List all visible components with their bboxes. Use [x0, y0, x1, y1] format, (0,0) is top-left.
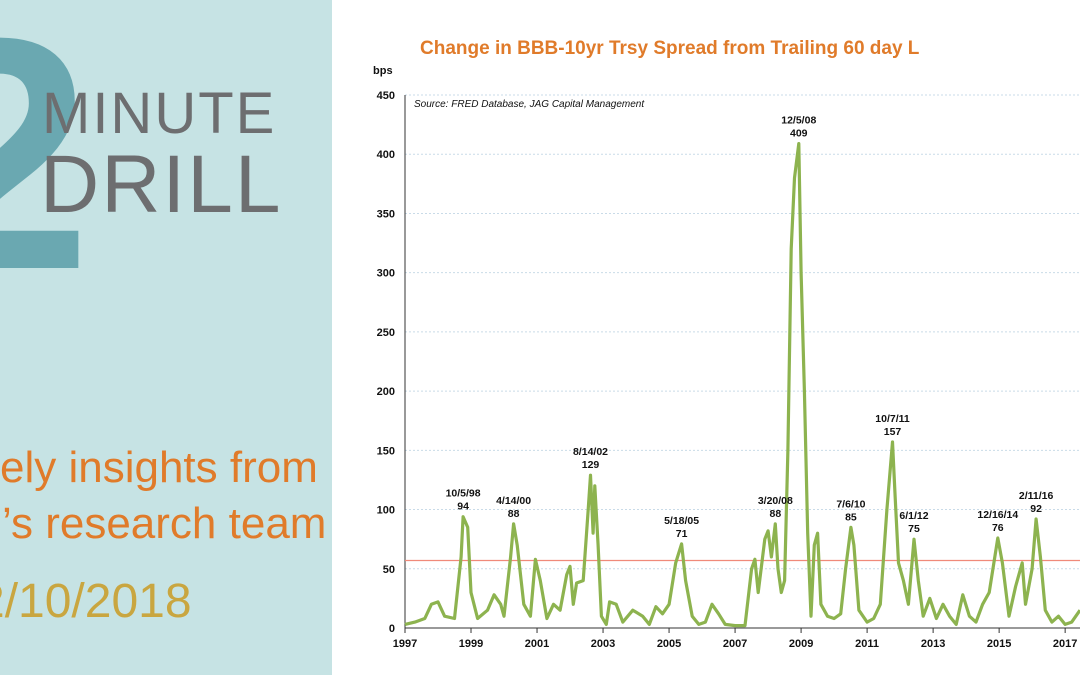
- x-tick-label: 2015: [987, 638, 1011, 650]
- banner-tagline: ely insights from: [0, 443, 318, 492]
- annotation-value: 71: [676, 528, 688, 540]
- x-tick-label: 2007: [723, 638, 747, 650]
- annotation-value: 157: [884, 426, 902, 438]
- annotation-value: 92: [1030, 503, 1042, 515]
- annotation-date: 4/14/00: [496, 495, 531, 507]
- annotation-value: 94: [457, 501, 469, 513]
- y-tick-label: 350: [377, 208, 395, 220]
- annotation-date: 8/14/02: [573, 446, 608, 458]
- annotation-date: 2/11/16: [1019, 490, 1054, 502]
- annotation-value: 409: [790, 128, 808, 140]
- y-tick-label: 150: [377, 445, 395, 457]
- x-tick-label: 2017: [1053, 638, 1077, 650]
- x-tick-label: 2001: [525, 638, 549, 650]
- y-tick-label: 450: [377, 90, 395, 102]
- annotation-value: 88: [508, 508, 520, 520]
- y-tick-label: 250: [377, 327, 395, 339]
- x-tick-label: 2013: [921, 638, 945, 650]
- annotation-date: 12/16/14: [977, 509, 1018, 521]
- annotation-date: 7/6/10: [836, 498, 865, 510]
- data-line: [404, 142, 1080, 628]
- annotation-value: 75: [908, 523, 920, 535]
- banner-panel: [0, 0, 332, 675]
- annotation-value: 88: [769, 508, 781, 520]
- annotation-date: 5/18/05: [664, 515, 699, 527]
- chart-title: Change in BBB-10yr Trsy Spread from Trai…: [420, 38, 920, 59]
- y-axis-label: bps: [373, 65, 393, 77]
- y-tick-label: 100: [377, 505, 395, 517]
- annotation-value: 129: [582, 459, 600, 471]
- x-tick-label: 2011: [855, 638, 879, 650]
- annotation-date: 10/7/11: [875, 413, 910, 425]
- y-tick-label: 300: [377, 268, 395, 280]
- y-tick-label: 400: [377, 149, 395, 161]
- x-tick-label: 2003: [591, 638, 615, 650]
- banner-word: MINUTE: [42, 81, 276, 146]
- banner-digit: 2: [0, 0, 92, 338]
- annotation-value: 76: [992, 522, 1004, 534]
- y-tick-label: 200: [377, 386, 395, 398]
- banner-word: DRILL: [40, 139, 282, 230]
- annotation-value: 85: [845, 511, 857, 523]
- source-note: Source: FRED Database, JAG Capital Manag…: [414, 99, 645, 110]
- banner-date: 2/10/2018: [0, 575, 192, 628]
- annotation-date: 10/5/98: [446, 488, 481, 500]
- annotation-date: 3/20/08: [758, 495, 793, 507]
- annotation-date: 12/5/08: [781, 115, 816, 127]
- annotation-date: 6/1/12: [899, 510, 928, 522]
- y-tick-label: 0: [389, 623, 395, 635]
- x-tick-label: 2009: [789, 638, 813, 650]
- x-tick-label: 1999: [459, 638, 483, 650]
- y-tick-label: 50: [383, 564, 395, 576]
- x-tick-label: 2005: [657, 638, 681, 650]
- x-tick-label: 1997: [393, 638, 417, 650]
- banner-tagline: ’s research team: [2, 499, 326, 548]
